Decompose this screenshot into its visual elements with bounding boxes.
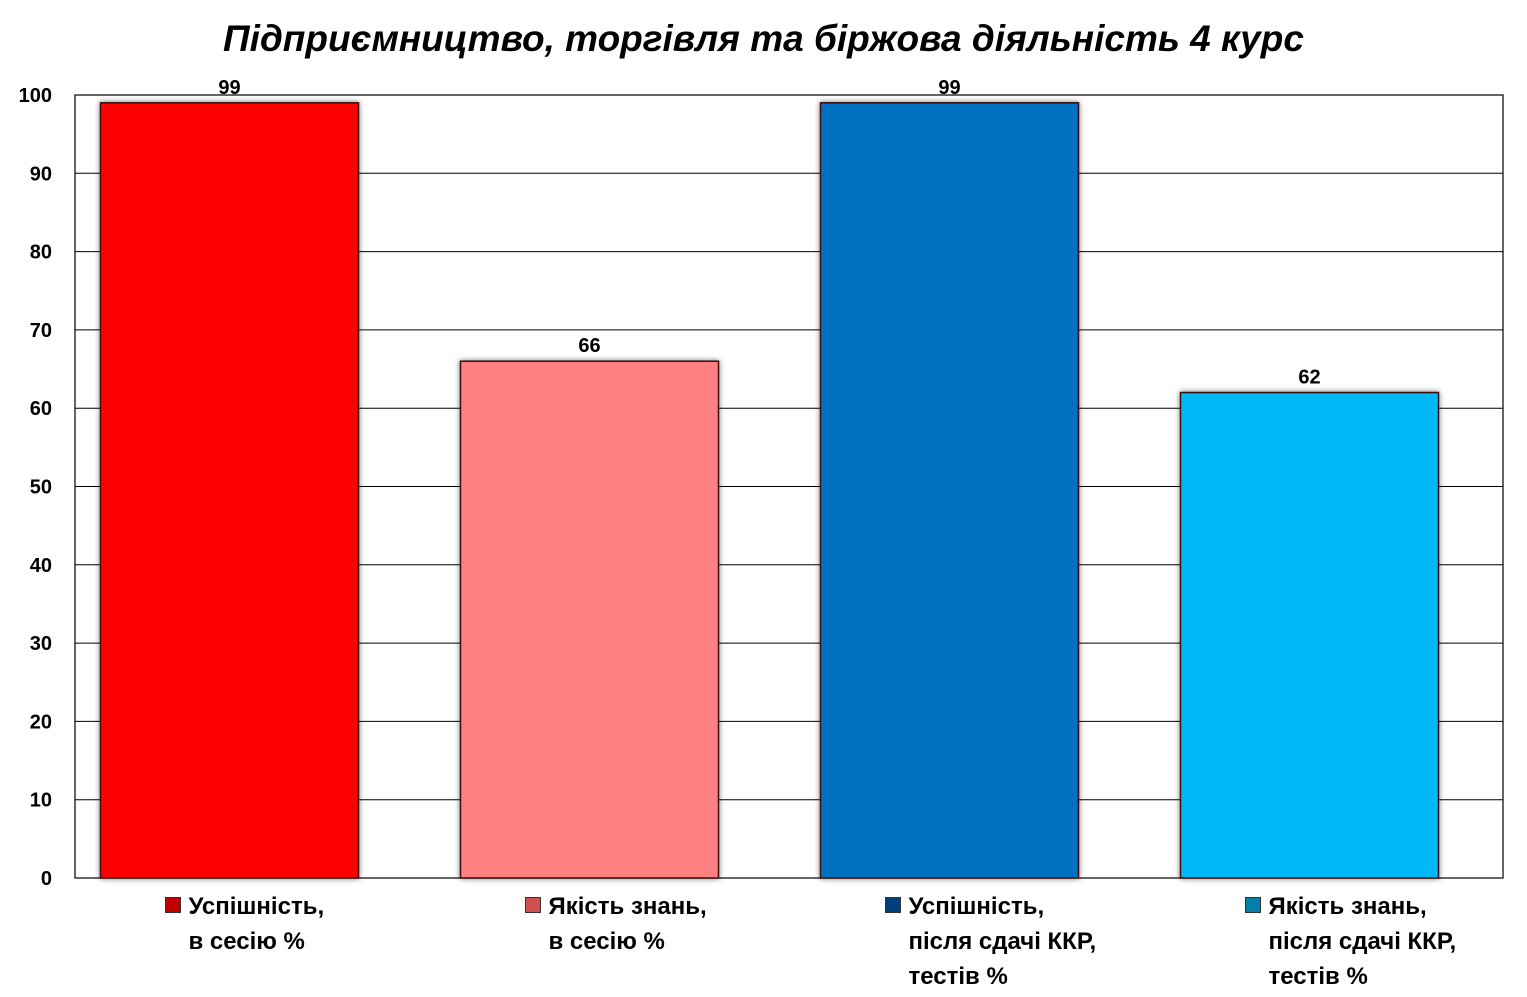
legend-label: Успішність, в сесію % [188, 893, 325, 955]
y-tick-label: 30 [30, 633, 52, 655]
y-tick-label: 20 [30, 711, 52, 733]
bar [459, 360, 720, 879]
y-tick-label: 50 [30, 477, 52, 499]
data-label: 99 [938, 77, 960, 99]
y-tick-label: 60 [30, 398, 52, 420]
legend-label: Успішність, після сдачі ККР, тестів % [908, 893, 1097, 990]
y-tick-label: 70 [30, 320, 52, 342]
data-label: 66 [578, 335, 600, 357]
data-label: 99 [218, 77, 240, 99]
y-tick-label: 40 [30, 555, 52, 577]
legend-item: Успішність, в сесію % [164, 889, 325, 959]
bar [819, 102, 1080, 879]
legend-swatch [884, 897, 901, 913]
legend-swatch [164, 897, 181, 913]
legend-swatch [524, 897, 541, 913]
y-tick-label: 0 [41, 868, 52, 890]
legend-label: Якість знань, в сесію % [548, 893, 707, 955]
y-tick-label: 10 [30, 790, 52, 812]
legend-label: Якість знань, після сдачі ККР, тестів % [1268, 893, 1457, 990]
legend-item: Успішність, після сдачі ККР, тестів % [884, 889, 1097, 994]
legend-item: Якість знань, в сесію % [524, 889, 707, 959]
y-tick-label: 100 [19, 85, 52, 107]
bar [99, 102, 360, 879]
y-tick-label: 80 [30, 242, 52, 264]
bar [1179, 391, 1440, 879]
legend-item: Якість знань, після сдачі ККР, тестів % [1244, 889, 1457, 994]
legend-swatch [1244, 897, 1261, 913]
chart-title: Підприємництво, торгівля та біржова діял… [223, 18, 1304, 59]
data-label: 62 [1298, 367, 1320, 389]
y-tick-label: 90 [30, 163, 52, 185]
